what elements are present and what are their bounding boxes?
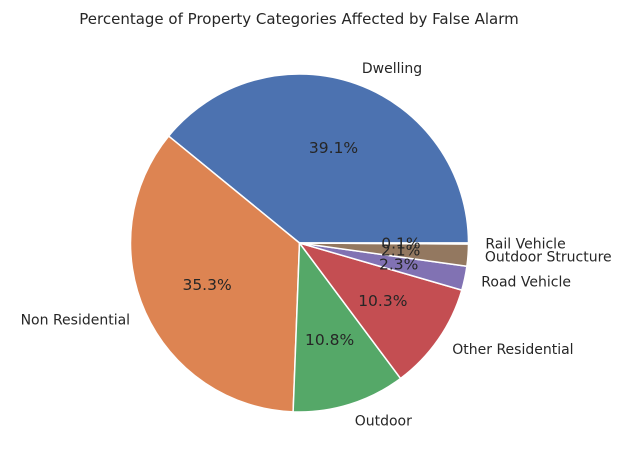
slice-label-outdoor-structure: Outdoor Structure [485, 249, 612, 265]
slice-pct-road-vehicle: 2.3% [379, 256, 418, 274]
slice-pct-outdoor: 10.8% [305, 331, 354, 349]
pie-slice-non-residential [129, 135, 301, 413]
slice-pct-non-residential: 35.3% [182, 276, 231, 294]
pie-slice-outdoor [292, 242, 402, 413]
pie-slice-other-residential [298, 242, 463, 380]
slice-label-road-vehicle: Road Vehicle [481, 275, 571, 291]
pie-slices [129, 73, 470, 413]
slice-pct-rail-vehicle: 0.1% [381, 235, 420, 253]
chart-title: Percentage of Property Categories Affect… [79, 10, 518, 28]
pie-slice-dwelling [167, 73, 470, 244]
slice-pct-outdoor-structure: 2.1% [381, 242, 420, 260]
slice-label-non-residential: Non Residential [21, 312, 130, 328]
pie-labels: Dwelling 39.1% Non Residential 35.3% Outdoor… [21, 61, 612, 430]
slice-label-dwelling: Dwelling [362, 61, 422, 77]
slice-label-outdoor: Outdoor [355, 413, 412, 429]
slice-pct-dwelling: 39.1% [309, 139, 358, 157]
slice-label-rail-vehicle: Rail Vehicle [485, 236, 565, 252]
slice-pct-other-residential: 10.3% [358, 292, 407, 310]
slice-label-other-residential: Other Residential [452, 342, 573, 358]
pie-slice-rail-vehicle [298, 242, 470, 245]
